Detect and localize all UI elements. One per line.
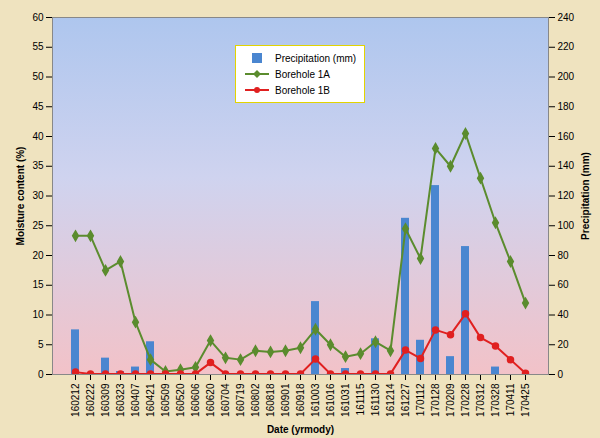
svg-text:160323: 160323 (115, 383, 126, 417)
svg-text:161016: 161016 (325, 383, 336, 417)
svg-text:40: 40 (32, 131, 44, 142)
svg-text:170128: 170128 (430, 383, 441, 417)
svg-text:180: 180 (558, 101, 575, 112)
svg-text:15: 15 (32, 279, 44, 290)
html-text:Borehole 1B: Borehole 1B (275, 84, 330, 96)
svg-text:160620: 160620 (205, 383, 216, 417)
svg-text:160421: 160421 (145, 383, 156, 417)
svg-text:160918: 160918 (295, 383, 306, 417)
svg-text:100: 100 (558, 220, 575, 231)
svg-text:170112: 170112 (415, 383, 426, 416)
svg-text:10: 10 (32, 309, 44, 320)
svg-text:Date (yrmody): Date (yrmody) (267, 424, 334, 435)
svg-text:20: 20 (32, 250, 44, 261)
svg-text:80: 80 (558, 250, 570, 261)
svg-text:60: 60 (558, 279, 570, 290)
svg-text:170228: 170228 (460, 383, 471, 417)
svg-text:0: 0 (38, 369, 44, 380)
html-text:Precipitation (mm): Precipitation (mm) (275, 52, 357, 64)
svg-text:20: 20 (558, 339, 570, 350)
svg-text:35: 35 (32, 160, 44, 171)
svg-text:161031: 161031 (340, 383, 351, 417)
html-text:Borehole 1A: Borehole 1A (275, 68, 330, 80)
svg-text:160309: 160309 (100, 383, 111, 417)
svg-text:220: 220 (558, 41, 575, 52)
svg-text:170425: 170425 (520, 383, 531, 417)
svg-text:161115: 161115 (355, 383, 366, 415)
svg-text:170312: 170312 (475, 383, 486, 417)
svg-text:Moisture content (%): Moisture content (%) (15, 147, 26, 246)
svg-text:5: 5 (38, 339, 44, 350)
svg-text:30: 30 (32, 190, 44, 201)
svg-text:40: 40 (558, 309, 570, 320)
svg-text:161227: 161227 (400, 383, 411, 417)
svg-text:170209: 170209 (445, 383, 456, 417)
svg-text:160222: 160222 (85, 383, 96, 417)
svg-text:160802: 160802 (250, 383, 261, 417)
svg-text:160704: 160704 (220, 383, 231, 417)
svg-text:160719: 160719 (235, 383, 246, 417)
svg-text:120: 120 (558, 190, 575, 201)
svg-text:160509: 160509 (160, 383, 171, 417)
svg-text:60: 60 (32, 12, 44, 23)
svg-text:160606: 160606 (190, 383, 201, 417)
svg-text:170328: 170328 (490, 383, 501, 417)
svg-text:160818: 160818 (265, 383, 276, 417)
svg-text:161214: 161214 (385, 383, 396, 417)
svg-text:170411: 170411 (505, 383, 516, 416)
svg-text:161130: 161130 (370, 383, 381, 416)
svg-text:161003: 161003 (310, 383, 321, 417)
svg-text:0: 0 (558, 369, 564, 380)
svg-text:55: 55 (32, 41, 44, 52)
svg-text:50: 50 (32, 71, 44, 82)
svg-text:140: 140 (558, 160, 575, 171)
svg-text:45: 45 (32, 101, 44, 112)
svg-text:160: 160 (558, 131, 575, 142)
svg-text:25: 25 (32, 220, 44, 231)
svg-text:200: 200 (558, 71, 575, 82)
svg-text:160407: 160407 (130, 383, 141, 417)
svg-text:Precipitation (mm): Precipitation (mm) (580, 152, 591, 240)
svg-text:160901: 160901 (280, 383, 291, 417)
svg-text:160212: 160212 (70, 383, 81, 417)
svg-text:240: 240 (558, 12, 575, 23)
svg-text:160520: 160520 (175, 383, 186, 417)
